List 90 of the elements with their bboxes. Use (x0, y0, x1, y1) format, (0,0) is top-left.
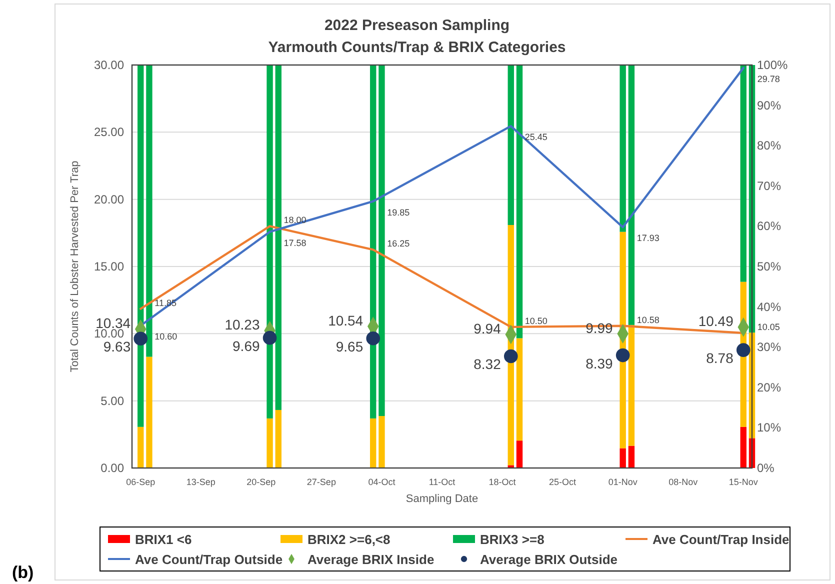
y2-tick-label: 10% (757, 420, 782, 435)
point (262, 330, 277, 345)
y-tick-label: 0.00 (100, 461, 124, 475)
bar (516, 338, 523, 441)
data-label: 10.50 (524, 316, 548, 326)
legend-label: Average BRIX Inside (308, 552, 434, 567)
legend-label: BRIX3 >=8 (480, 532, 544, 547)
data-label: 29.78 (757, 74, 780, 84)
data-label: 17.93 (636, 233, 660, 244)
x-tick-label: 15-Nov (728, 477, 758, 487)
data-label: 25.45 (524, 132, 548, 142)
legend-label: BRIX1 <6 (135, 532, 192, 547)
data-label: 8.32 (474, 356, 502, 372)
bar (516, 440, 523, 468)
y2-tick-label: 70% (757, 178, 782, 193)
bar (740, 65, 746, 282)
bar (628, 324, 635, 446)
bar (275, 410, 282, 468)
point (616, 348, 630, 362)
x-tick-label: 11-Oct (428, 477, 456, 487)
x-tick-label: 04-Oct (368, 477, 396, 487)
data-label: 19.85 (387, 207, 410, 218)
x-tick-label: 25-Oct (549, 477, 577, 487)
y2-tick-label: 20% (757, 380, 782, 394)
point (504, 349, 518, 364)
bar (508, 65, 514, 225)
chart-subtitle: Yarmouth Counts/Trap & BRIX Categories (268, 39, 566, 56)
x-tick-label: 06-Sep (126, 477, 156, 487)
y2-tick-label: 90% (757, 98, 782, 112)
data-label: 10.60 (154, 332, 178, 342)
y-tick-label: 30.00 (94, 58, 124, 72)
data-label: 10.49 (698, 313, 734, 330)
bar (275, 65, 282, 410)
bar (378, 65, 385, 416)
data-label: 16.25 (387, 238, 410, 249)
legend-label: BRIX2 >=6,<8 (308, 532, 390, 547)
legend-label: Ave Count/Trap Outside (135, 552, 283, 567)
data-label: 8.78 (706, 350, 734, 366)
y-tick-label: 10.00 (94, 326, 124, 341)
bar (146, 356, 152, 468)
data-label: 9.69 (232, 338, 260, 354)
y2-tick-label: 50% (757, 260, 782, 274)
bar (266, 418, 273, 468)
legend-label: Average BRIX Outside (480, 552, 618, 567)
data-label: 10.54 (328, 312, 364, 328)
data-label: 10.05 (757, 322, 780, 332)
data-label: 9.63 (103, 338, 131, 355)
y2-tick-label: 100% (757, 58, 788, 72)
bar (266, 65, 273, 418)
bar (138, 426, 144, 468)
bar (620, 65, 626, 232)
x-tick-label: 27-Sep (306, 477, 336, 487)
data-label: 9.94 (474, 320, 502, 336)
x-tick-label: 08-Nov (668, 477, 698, 487)
chart-title: 2022 Preseason Sampling (324, 17, 510, 34)
point (366, 331, 380, 346)
bar (146, 65, 152, 357)
y2-tick-label: 80% (757, 138, 782, 153)
x-axis-title: Sampling Date (406, 493, 478, 505)
y2-tick-label: 0% (757, 461, 775, 475)
y-axis-title: Total Counts of Lobster Harvested Per Trap (69, 160, 81, 372)
bar (620, 448, 626, 468)
point (134, 332, 148, 346)
bar (740, 426, 746, 468)
bar (138, 65, 144, 427)
bar (628, 446, 635, 468)
data-label: 10.58 (636, 314, 660, 325)
y-tick-label: 20.00 (94, 192, 124, 206)
legend-label: Ave Count/Trap Inside (652, 532, 790, 547)
text: (b) (12, 563, 34, 582)
y2-tick-label: 60% (757, 219, 782, 234)
data-label: 10.23 (224, 316, 260, 333)
y2-tick-label: 40% (757, 300, 782, 314)
x-tick-label: 01-Nov (608, 477, 638, 487)
x-tick-label: 18-Oct (488, 477, 516, 487)
bar (516, 65, 523, 338)
data-label: 18.00 (284, 215, 306, 226)
bar (378, 416, 385, 468)
bar (370, 418, 376, 468)
y-tick-label: 15.00 (94, 260, 124, 274)
bar (628, 65, 635, 325)
point (736, 343, 750, 357)
data-label: 9.65 (336, 338, 364, 354)
data-label: 17.58 (284, 238, 306, 248)
x-tick-label: 13-Sep (186, 477, 216, 487)
y2-tick-label: 30% (757, 340, 782, 354)
y-tick-label: 5.00 (100, 394, 124, 408)
data-label: 8.39 (586, 355, 614, 372)
y-tick-label: 25.00 (94, 125, 124, 140)
x-tick-label: 20-Sep (246, 477, 276, 487)
